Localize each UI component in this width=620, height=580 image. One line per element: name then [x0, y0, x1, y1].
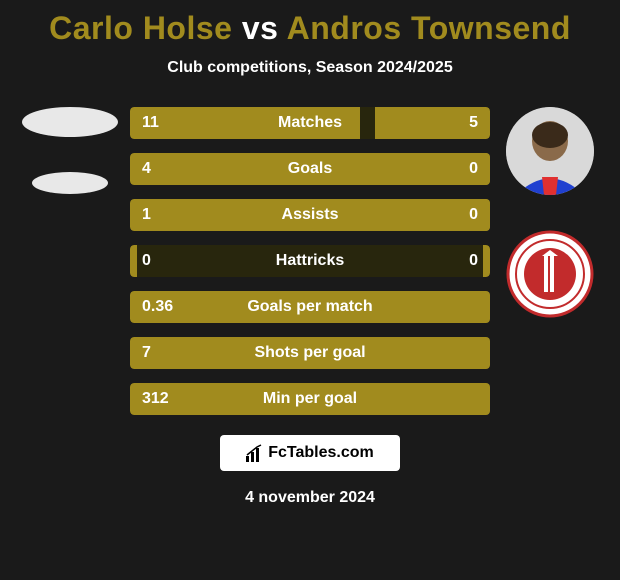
stat-bar-left — [130, 245, 137, 277]
stat-label: Min per goal — [263, 390, 357, 408]
stat-label: Goals per match — [247, 298, 372, 316]
stat-row: 0 0 Hattricks — [130, 245, 490, 277]
stat-row: 7 Shots per goal — [130, 337, 490, 369]
brand-logo: FcTables.com — [220, 435, 400, 471]
stat-label: Hattricks — [276, 252, 344, 270]
player2-avatar — [506, 107, 594, 195]
stat-bar-right — [483, 245, 490, 277]
stats-column: 11 5 Matches 4 0 Goals 1 0 Assists 0 0 Hattricks 0.3… — [130, 107, 490, 415]
player1-avatar — [22, 107, 118, 137]
stat-bar-right — [483, 199, 490, 231]
stat-value-left: 1 — [142, 206, 151, 224]
vs-text: vs — [242, 10, 279, 46]
stat-row: 4 0 Goals — [130, 153, 490, 185]
stat-value-left: 312 — [142, 390, 169, 408]
stat-label: Matches — [278, 114, 342, 132]
player2-name: Andros Townsend — [287, 10, 571, 46]
left-column — [20, 107, 120, 194]
stat-value-right: 5 — [469, 114, 478, 132]
comparison-card: Carlo Holse vs Andros Townsend Club comp… — [0, 0, 620, 580]
stat-value-left: 0 — [142, 252, 151, 270]
stat-value-left: 11 — [142, 114, 159, 132]
player1-name: Carlo Holse — [49, 10, 232, 46]
right-column — [500, 107, 600, 318]
player1-club-badge — [32, 172, 108, 194]
main-content: 11 5 Matches 4 0 Goals 1 0 Assists 0 0 Hattricks 0.3… — [0, 107, 620, 415]
stat-value-right: 0 — [469, 206, 478, 224]
stat-value-left: 4 — [142, 160, 151, 178]
stat-value-left: 7 — [142, 344, 151, 362]
player2-club-badge — [506, 230, 594, 318]
stat-value-right: 0 — [469, 160, 478, 178]
stat-label: Assists — [282, 206, 339, 224]
subtitle: Club competitions, Season 2024/2025 — [0, 59, 620, 77]
stat-row: 312 Min per goal — [130, 383, 490, 415]
brand-text: FcTables.com — [268, 444, 374, 462]
stat-value-left: 0.36 — [142, 298, 173, 316]
page-title: Carlo Holse vs Andros Townsend — [0, 10, 620, 47]
stat-row: 1 0 Assists — [130, 199, 490, 231]
stat-label: Goals — [288, 160, 332, 178]
stat-value-right: 0 — [469, 252, 478, 270]
stat-label: Shots per goal — [254, 344, 365, 362]
footer-date: 4 november 2024 — [0, 489, 620, 507]
stat-row: 11 5 Matches — [130, 107, 490, 139]
stat-row: 0.36 Goals per match — [130, 291, 490, 323]
stat-bar-right — [483, 153, 490, 185]
